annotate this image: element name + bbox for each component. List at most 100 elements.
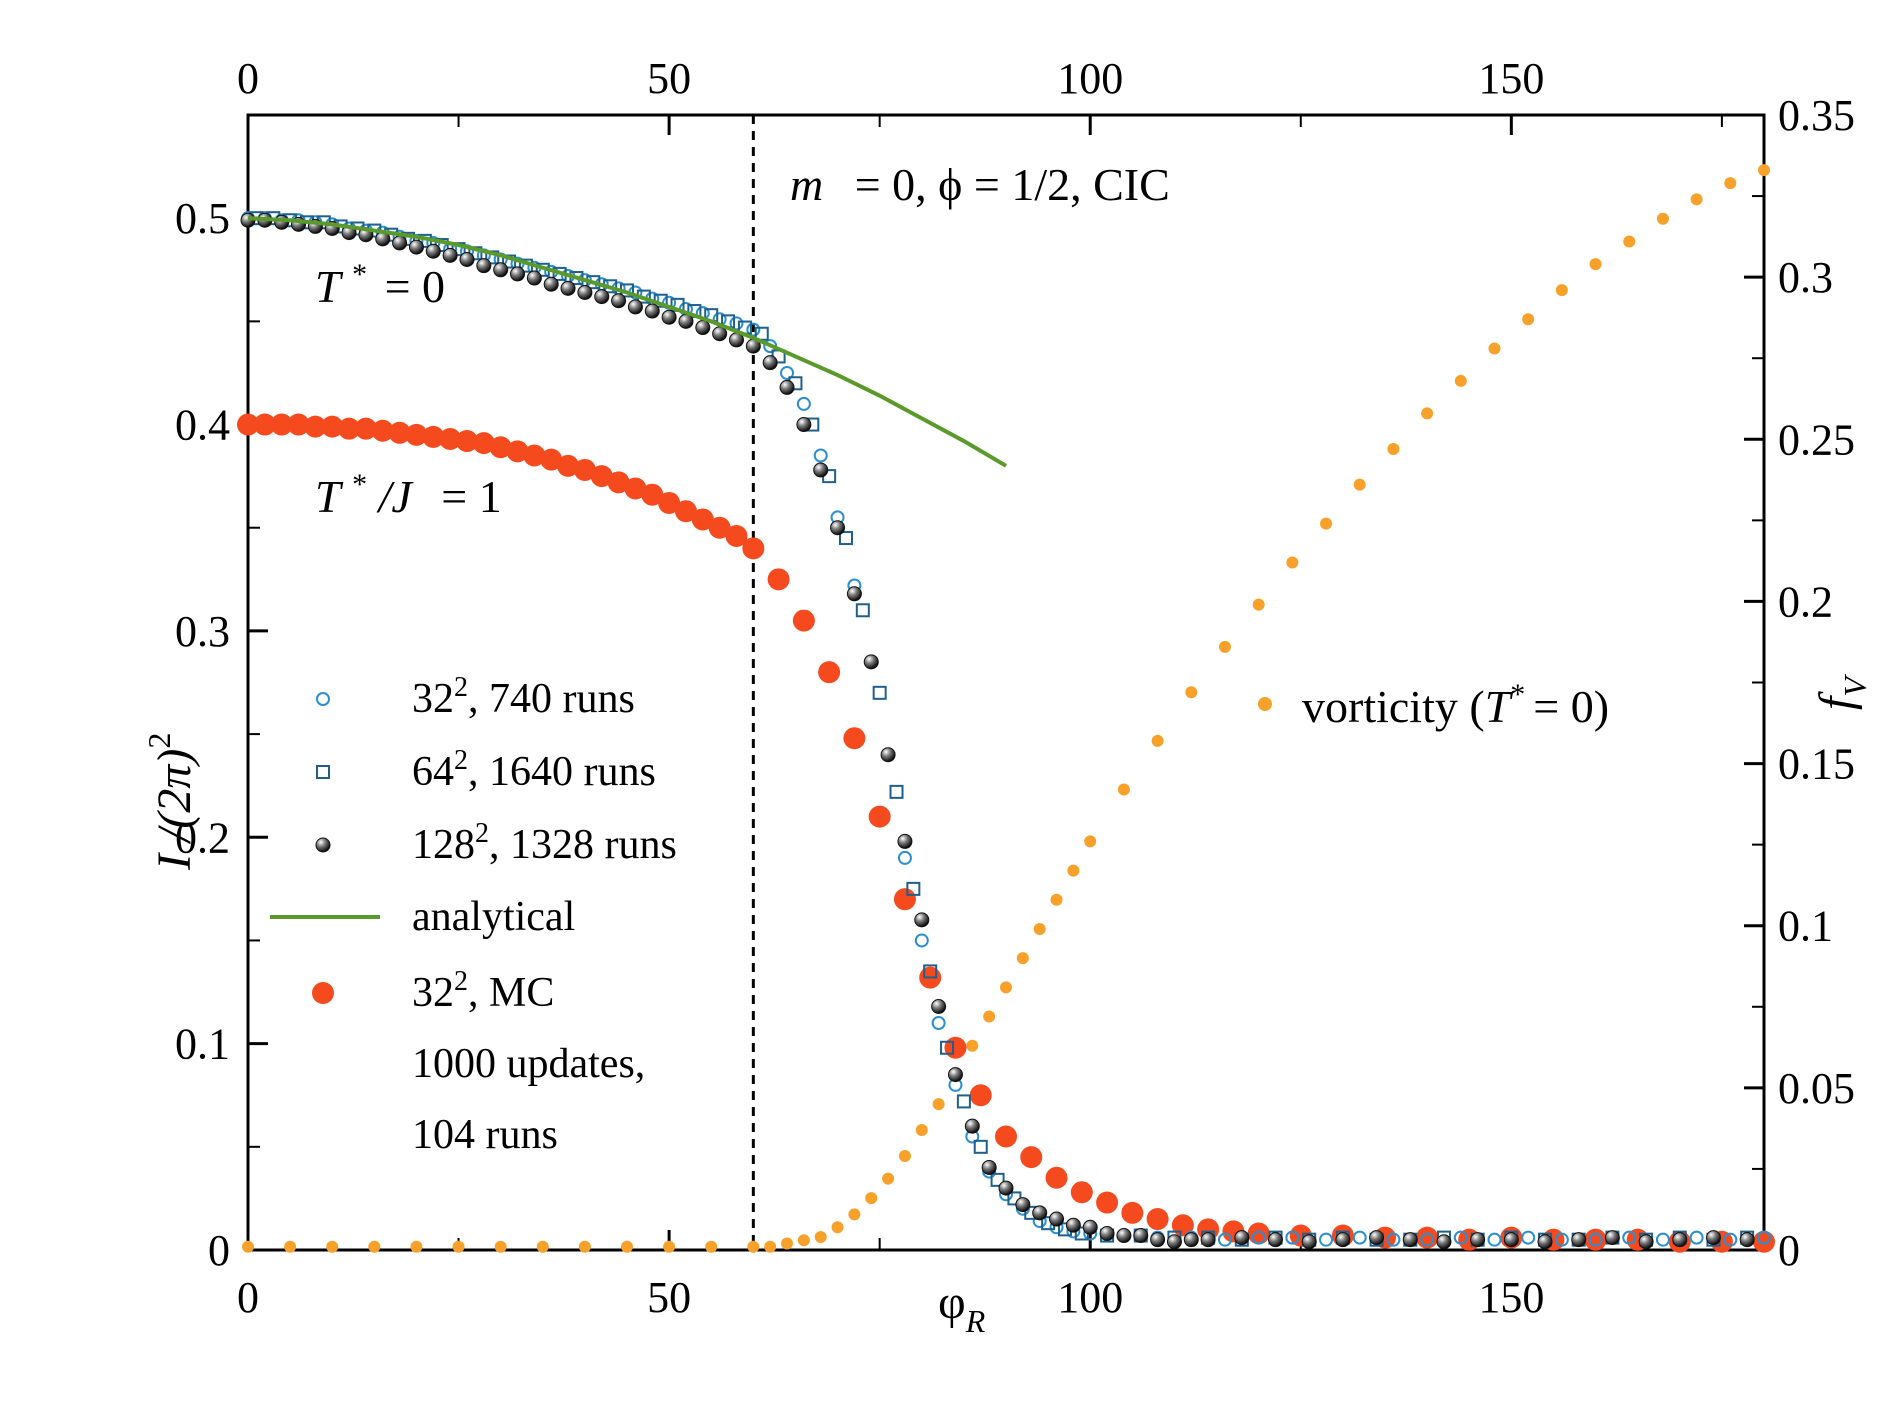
point-64-1640-runs xyxy=(838,531,853,546)
point-32-mc xyxy=(893,888,916,911)
point-128-1328-runs xyxy=(1200,1232,1216,1248)
point-128-1328-runs xyxy=(1166,1234,1182,1250)
point-128-1328-runs xyxy=(712,326,728,342)
legend-marker-mc xyxy=(312,982,334,1004)
point-64-1640-runs xyxy=(923,964,938,979)
point-32-mc xyxy=(1247,1222,1270,1245)
point-32-mc xyxy=(1146,1208,1169,1231)
point-128-1328-runs xyxy=(1503,1232,1519,1248)
point-vorticity xyxy=(747,1240,760,1253)
point-32-mc xyxy=(506,440,529,463)
point-32-mc xyxy=(439,427,462,450)
point-32-mc xyxy=(1121,1201,1144,1224)
point-32-mc xyxy=(405,423,428,446)
point-128-1328-runs xyxy=(476,258,492,274)
legend-marker-32 xyxy=(316,692,330,706)
point-128-1328-runs xyxy=(408,239,424,255)
point-32-mc xyxy=(354,417,377,440)
point-vorticity xyxy=(1252,598,1265,611)
point-128-1328-runs xyxy=(543,276,559,292)
point-128-1328-runs xyxy=(863,654,879,670)
point-vorticity xyxy=(848,1208,861,1221)
y-right-tick-label: 0.35 xyxy=(1778,91,1855,140)
point-32-mc xyxy=(540,448,563,471)
point-vorticity xyxy=(915,1124,928,1137)
point-128-1328-runs xyxy=(1369,1230,1385,1246)
point-32-mc xyxy=(767,568,790,591)
point-vorticity xyxy=(494,1240,507,1253)
point-128-1328-runs xyxy=(796,417,812,433)
point-vorticity xyxy=(1286,556,1299,569)
point-128-1328-runs xyxy=(1116,1228,1132,1244)
point-128-1328-runs xyxy=(1638,1234,1654,1250)
point-128-1328-runs xyxy=(762,355,778,371)
point-vorticity xyxy=(536,1240,549,1253)
point-32-mc xyxy=(624,477,647,500)
point-vorticity xyxy=(932,1098,945,1111)
legend-entry-mc: 322, MC xyxy=(412,966,554,1016)
point-32-mc xyxy=(573,458,596,481)
point-32-mc xyxy=(944,1036,967,1059)
y-right-tick-label: 0.1 xyxy=(1778,902,1833,951)
x-tick-label-top: 150 xyxy=(1478,54,1544,103)
point-32-mc xyxy=(557,454,580,477)
point-64-1640-runs xyxy=(889,784,904,799)
point-vorticity xyxy=(1117,783,1130,796)
point-32-740-runs xyxy=(1588,1232,1603,1247)
point-vorticity xyxy=(1151,734,1164,747)
legend-entry-analytical: analytical xyxy=(412,894,575,940)
point-32-740-runs xyxy=(1251,1230,1266,1245)
point-vorticity xyxy=(1067,864,1080,877)
point-128-1328-runs xyxy=(1402,1232,1418,1248)
point-vorticity xyxy=(242,1240,254,1253)
point-64-1640-runs xyxy=(872,685,887,700)
point-128-1328-runs xyxy=(274,214,290,230)
point-vorticity xyxy=(1353,478,1366,491)
point-vorticity xyxy=(1320,517,1333,530)
point-128-1328-runs xyxy=(1705,1230,1721,1246)
point-128-1328-runs xyxy=(998,1180,1014,1196)
point-32-mc xyxy=(1753,1230,1775,1253)
point-vorticity xyxy=(1555,284,1568,297)
point-32-mc xyxy=(1020,1146,1043,1169)
point-32-mc xyxy=(253,413,276,436)
point-vorticity xyxy=(966,1039,979,1052)
point-32-mc xyxy=(590,465,613,488)
point-vorticity xyxy=(326,1240,339,1253)
point-vorticity xyxy=(621,1240,633,1253)
point-vorticity xyxy=(1016,952,1029,965)
point-32-mc xyxy=(523,444,546,467)
point-vorticity xyxy=(368,1240,381,1253)
point-64-1640-runs xyxy=(940,1040,955,1055)
point-128-1328-runs xyxy=(1133,1228,1149,1244)
point-32-mc xyxy=(868,805,891,828)
point-128-1328-runs xyxy=(1335,1232,1351,1248)
point-128-1328-runs xyxy=(1301,1234,1317,1250)
point-128-1328-runs xyxy=(1082,1219,1098,1235)
point-vorticity xyxy=(983,1010,996,1023)
point-128-1328-runs xyxy=(661,309,677,325)
y-left-tick-label: 0.5 xyxy=(175,194,230,243)
point-128-1328-runs xyxy=(897,833,913,849)
point-vorticity xyxy=(781,1237,794,1250)
point-128-1328-runs xyxy=(830,520,846,536)
annotation-title: m = 0, ϕ = 1/2, CIC xyxy=(790,159,1170,210)
point-vorticity xyxy=(1488,342,1501,355)
point-vorticity xyxy=(1218,640,1231,653)
point-128-1328-runs xyxy=(627,299,643,315)
point-vorticity xyxy=(1589,258,1602,271)
point-32-740-runs xyxy=(1453,1230,1468,1245)
legend-marker-128 xyxy=(315,837,331,853)
y-axis-left-title: I /(2π)2 xyxy=(141,733,201,871)
legend: 322, 740 runs 642, 1640 runs 1282, 1328 … xyxy=(270,672,677,1158)
point-32-740-runs xyxy=(1689,1230,1704,1245)
point-128-1328-runs xyxy=(1099,1225,1115,1241)
point-32-740-runs xyxy=(897,850,912,865)
vorticity-label: vorticity (T* = 0) xyxy=(1302,678,1609,732)
point-128-1328-runs xyxy=(1537,1234,1553,1250)
point-vorticity xyxy=(882,1172,895,1185)
point-128-1328-runs xyxy=(493,262,509,278)
point-128-1328-runs xyxy=(1183,1232,1199,1248)
point-32-mc xyxy=(455,430,478,453)
point-128-1328-runs xyxy=(695,320,711,336)
